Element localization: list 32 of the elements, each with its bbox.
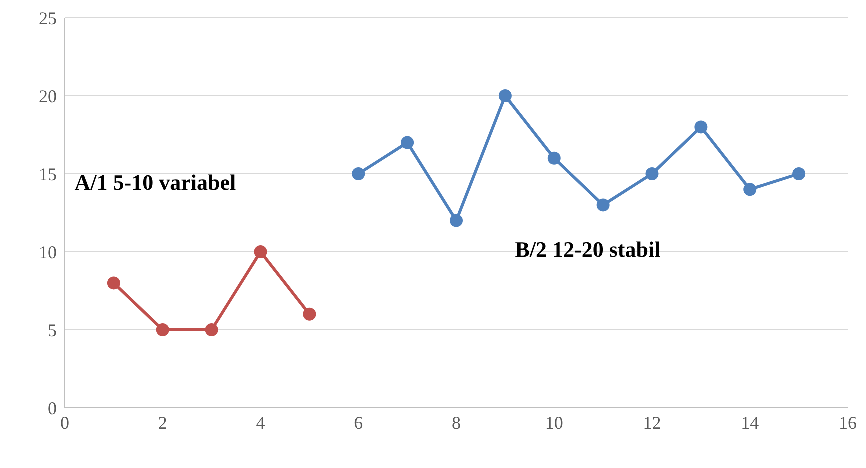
- y-tick-label: 5: [48, 320, 57, 340]
- series-label: B/2 12-20 stabil: [515, 236, 661, 263]
- point: [303, 308, 316, 321]
- point: [498, 90, 512, 102]
- point: [254, 246, 268, 258]
- y-tick-label: 0: [48, 398, 57, 418]
- point: [596, 198, 610, 212]
- x-tick-label: 16: [839, 412, 857, 433]
- point: [156, 324, 170, 336]
- y-tick-label: 15: [39, 164, 57, 184]
- text: A/1 5-10 variabel: [74, 170, 236, 196]
- y-tick-label: 20: [39, 86, 57, 106]
- point: [694, 120, 708, 134]
- point: [792, 168, 806, 180]
- x-tick-label: 0: [60, 412, 70, 433]
- point: [107, 276, 120, 290]
- y-tick-label: 10: [39, 242, 57, 262]
- point: [548, 152, 561, 165]
- x-tick-label: 14: [741, 412, 760, 433]
- y-tick-label: 25: [39, 8, 57, 28]
- x-tick-label: 10: [545, 412, 564, 433]
- point: [401, 136, 414, 150]
- point: [352, 168, 366, 180]
- x-tick-label: 12: [643, 412, 662, 433]
- point: [450, 214, 463, 228]
- point: [205, 324, 218, 336]
- x-tick-label: 8: [452, 412, 461, 433]
- point: [744, 183, 757, 196]
- x-tick-label: 4: [256, 412, 266, 433]
- x-tick-label: 2: [158, 412, 168, 433]
- x-tick-label: 6: [354, 412, 364, 433]
- point: [646, 168, 659, 180]
